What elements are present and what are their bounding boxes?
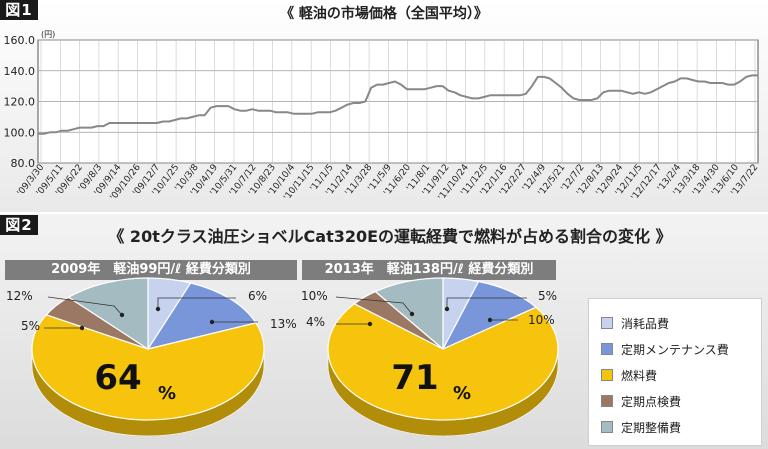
legend-swatch: [601, 317, 613, 329]
figure2-label: 図2: [0, 215, 38, 235]
legend-item: 燃料費: [601, 365, 657, 385]
figure1-title: 《 軽油の市場価格（全国平均）》: [280, 6, 488, 22]
legend-item: 消耗品費: [601, 313, 669, 333]
legend-swatch: [601, 343, 613, 355]
legend-label: 定期整備費: [621, 420, 682, 435]
legend-item: 定期整備費: [601, 417, 681, 437]
y-tick-label: 80.0: [11, 157, 36, 170]
y-axis-unit: (円): [41, 30, 55, 39]
y-tick-label: 140.0: [4, 65, 36, 78]
legend-swatch: [601, 395, 613, 407]
legend-swatch: [601, 369, 613, 381]
legend-item: 定期点検費: [601, 391, 681, 411]
figure1-label: 図1: [0, 0, 38, 20]
figure2-title: 《 20tクラス油圧ショベルCat320Eの運転経費で燃料が占める割合の変化 》: [108, 227, 672, 246]
legend-item: 定期メンテナンス費: [601, 339, 729, 359]
legend-swatch: [601, 421, 613, 433]
legend: 消耗品費 定期メンテナンス費 燃料費 定期点検費 定期整備費: [588, 298, 762, 446]
legend-label: 燃料費: [621, 368, 658, 383]
legend-label: 消耗品費: [621, 316, 670, 331]
pie-2013-header: 2013年 軽油138円/ℓ 経費分類別: [302, 260, 556, 280]
y-tick-label: 160.0: [4, 34, 36, 47]
pie-2009-header: 2009年 軽油99円/ℓ 経費分類別: [5, 260, 297, 280]
price-series-line: [38, 74, 758, 135]
legend-label: 定期点検費: [621, 394, 682, 409]
legend-label: 定期メンテナンス費: [621, 342, 729, 357]
y-tick-label: 120.0: [4, 96, 36, 109]
y-tick-label: 100.0: [4, 126, 36, 139]
